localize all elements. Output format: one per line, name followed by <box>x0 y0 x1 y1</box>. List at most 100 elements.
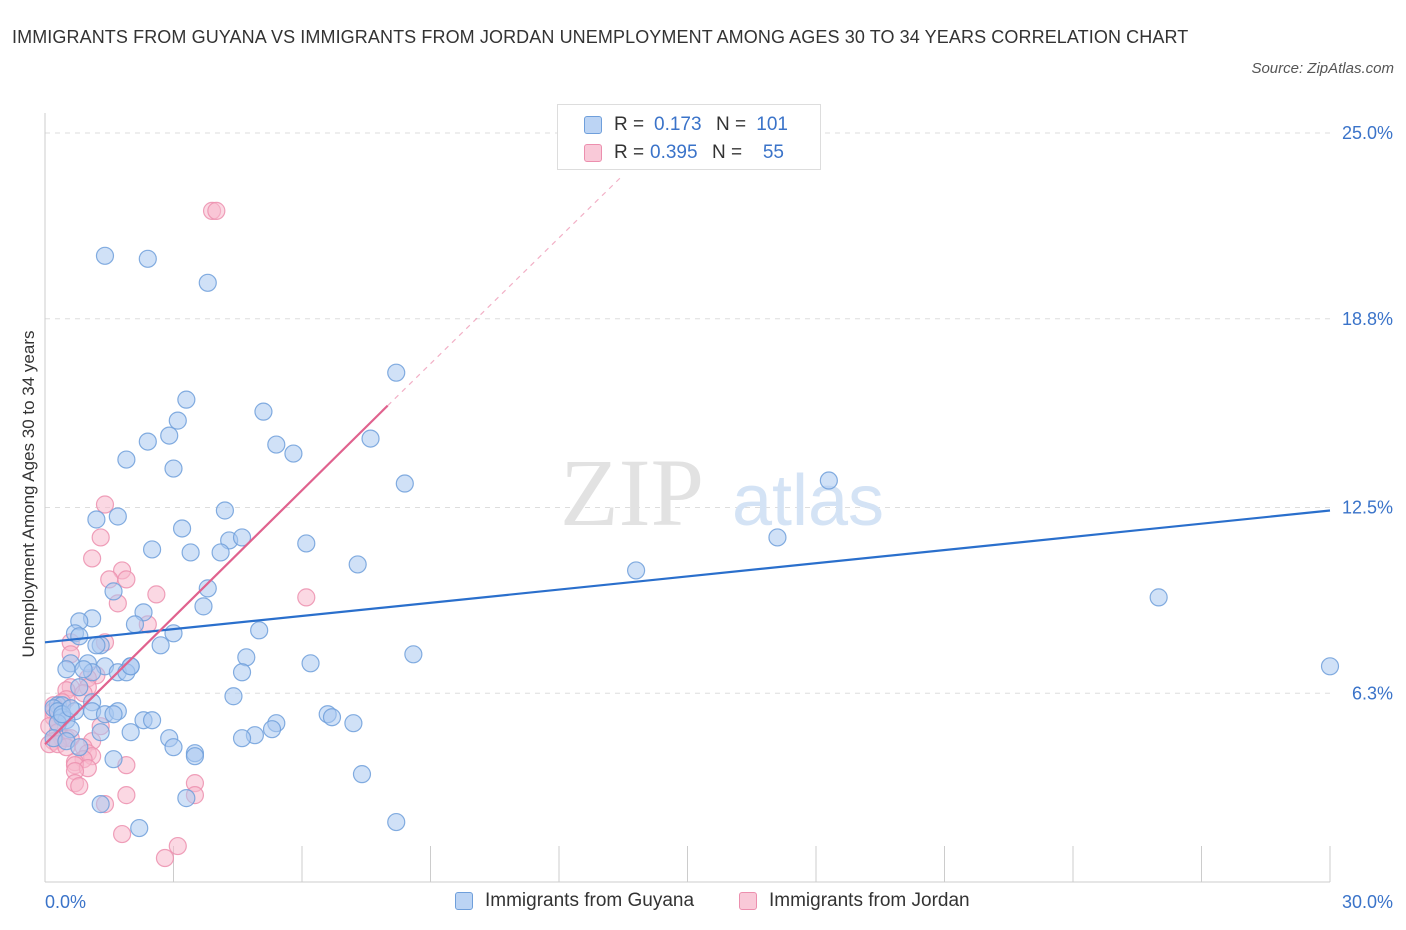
legend-n-label: N = <box>716 114 747 135</box>
legend-swatch-jordan <box>739 892 757 910</box>
point-guyana <box>348 555 367 574</box>
trend-line-jordan-extension <box>387 174 624 407</box>
point-jordan <box>91 528 110 547</box>
point-jordan <box>117 570 136 589</box>
watermark: ZIP atlas <box>560 439 884 546</box>
point-guyana <box>215 501 234 520</box>
point-guyana <box>142 540 162 559</box>
trend-line-jordan <box>44 404 389 745</box>
point-guyana <box>57 660 76 679</box>
point-guyana <box>232 729 252 748</box>
point-guyana <box>121 723 140 742</box>
grid-lines <box>45 132 1330 694</box>
point-jordan <box>155 848 175 868</box>
point-guyana <box>125 615 145 634</box>
x-tick-label: 0.0% <box>45 892 86 912</box>
legend-swatch-guyana <box>455 892 473 910</box>
legend-r-label: R = <box>614 142 645 163</box>
point-guyana <box>121 657 140 676</box>
y-tick-label: 6.3% <box>1352 683 1393 703</box>
point-guyana <box>104 750 123 769</box>
point-guyana <box>91 795 110 814</box>
point-guyana <box>91 723 110 742</box>
point-guyana <box>70 738 89 757</box>
point-guyana <box>352 765 372 784</box>
point-jordan <box>168 836 187 856</box>
point-guyana <box>198 273 217 292</box>
series-legend: Immigrants from Guyana Immigrants from J… <box>0 890 1406 916</box>
point-guyana <box>61 699 80 718</box>
point-guyana <box>130 818 149 838</box>
point-jordan <box>83 549 102 568</box>
legend-row-jordan: R = 0.395 N = 55 <box>584 141 784 165</box>
legend-r-value: 0.395 <box>650 142 698 163</box>
point-guyana <box>254 402 273 421</box>
legend-r-label: R = <box>614 114 645 135</box>
point-guyana <box>387 363 406 382</box>
watermark-atlas: atlas <box>732 461 884 541</box>
legend-r-value: 0.173 <box>654 114 702 135</box>
point-guyana <box>164 738 183 757</box>
chart-title: IMMIGRANTS FROM GUYANA VS IMMIGRANTS FRO… <box>12 27 1189 47</box>
point-guyana <box>768 528 787 547</box>
point-guyana <box>626 561 646 580</box>
trend-line-guyana <box>44 509 1331 644</box>
point-guyana <box>284 444 303 463</box>
y-tick-label: 25.0% <box>1342 123 1393 143</box>
point-guyana <box>387 812 406 832</box>
point-guyana <box>74 660 93 679</box>
point-guyana <box>87 636 106 655</box>
point-guyana <box>250 621 269 640</box>
point-guyana <box>237 648 256 667</box>
point-guyana <box>138 249 157 268</box>
point-guyana <box>819 471 838 490</box>
point-jordan <box>70 777 89 796</box>
point-guyana <box>177 789 196 808</box>
legend-item-guyana[interactable]: Immigrants from Guyana <box>455 890 694 912</box>
point-jordan <box>112 824 132 844</box>
point-guyana <box>361 429 380 448</box>
legend-item-jordan[interactable]: Immigrants from Jordan <box>739 890 970 912</box>
point-guyana <box>404 645 423 664</box>
legend-label-jordan: Immigrants from Jordan <box>769 890 970 911</box>
y-tick-label: 18.8% <box>1342 309 1393 329</box>
point-jordan <box>147 585 166 604</box>
point-guyana <box>172 519 192 538</box>
point-guyana <box>164 624 183 643</box>
point-guyana <box>224 687 243 706</box>
point-guyana <box>142 711 162 730</box>
point-guyana <box>232 663 252 682</box>
watermark-zip: ZIP <box>560 439 704 546</box>
legend-swatch-jordan <box>584 144 602 162</box>
point-jordan <box>117 786 136 805</box>
point-guyana <box>87 510 106 529</box>
point-guyana <box>95 246 115 265</box>
legend-n-value: 55 <box>762 142 784 163</box>
point-guyana <box>301 654 320 673</box>
point-guyana <box>1320 657 1340 676</box>
point-guyana <box>160 426 179 445</box>
point-guyana <box>198 579 217 598</box>
point-guyana <box>138 432 157 451</box>
axes <box>44 113 1331 883</box>
legend-swatch-guyana <box>584 116 602 134</box>
point-guyana <box>344 714 363 733</box>
point-guyana <box>108 507 127 526</box>
x-tick-label: 30.0% <box>1342 892 1393 912</box>
point-guyana <box>297 534 316 553</box>
series-guyana-points <box>44 246 1340 838</box>
point-guyana <box>164 459 183 478</box>
point-guyana <box>262 720 282 739</box>
point-guyana <box>194 597 213 616</box>
point-jordan <box>95 495 115 514</box>
point-jordan <box>207 201 226 220</box>
point-guyana <box>70 627 89 646</box>
point-guyana <box>232 528 252 547</box>
point-guyana <box>267 435 286 454</box>
y-tick-label: 12.5% <box>1342 498 1393 518</box>
point-guyana <box>70 678 89 697</box>
y-axis-label: Unemployment Among Ages 30 to 34 years <box>19 331 38 658</box>
tick-labels: 6.3% 12.5% 18.8% 25.0% 0.0% 30.0% <box>45 123 1393 912</box>
point-guyana <box>104 582 123 601</box>
